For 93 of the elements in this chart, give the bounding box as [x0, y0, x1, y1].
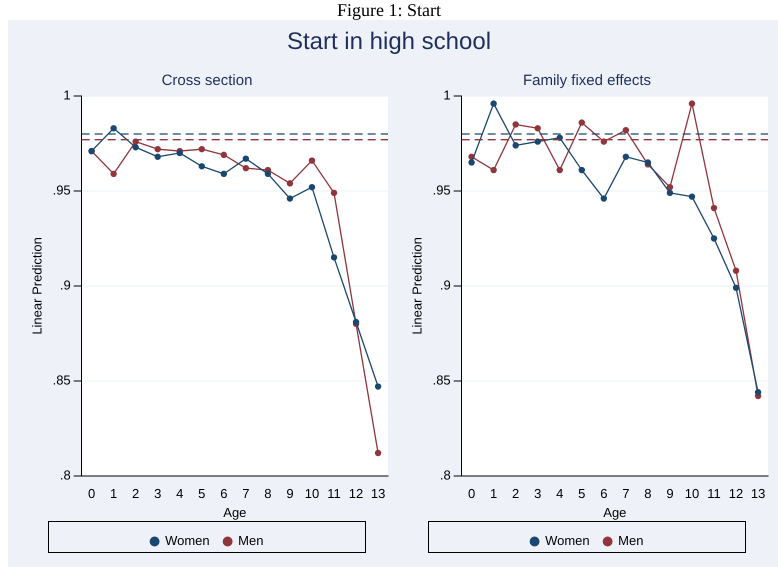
y-tick-label: 1: [443, 88, 451, 103]
point: [330, 254, 338, 261]
y-tick-label: .9: [60, 277, 71, 292]
point: [490, 100, 497, 107]
x-tick-label: 3: [154, 486, 162, 502]
point: [154, 146, 161, 152]
point: [578, 119, 585, 126]
x-tick-label: 6: [600, 486, 608, 502]
x-tick-label: 13: [370, 486, 386, 502]
y-tick-label: .85: [432, 372, 451, 388]
point: [110, 125, 117, 132]
point: [308, 157, 316, 164]
point: [264, 170, 272, 178]
point: [132, 144, 139, 150]
caption: Figure 1: Start: [336, 0, 442, 20]
point: [688, 193, 696, 200]
point: [512, 142, 519, 149]
x-tick-label: 3: [534, 486, 542, 502]
point: [710, 204, 718, 212]
point: [688, 100, 696, 107]
x-tick-label: 8: [264, 486, 272, 502]
point: [666, 184, 674, 190]
x-tick-label: 11: [707, 486, 721, 502]
x-tick-label: 2: [512, 486, 520, 502]
chart-title: Cross section: [162, 72, 252, 90]
x-tick-label: 13: [750, 486, 766, 502]
x-tick-label: 12: [348, 486, 364, 502]
point: [732, 284, 740, 291]
x-tick-label: 8: [644, 486, 652, 502]
point: [286, 180, 294, 187]
x-tick-label: 4: [176, 486, 184, 502]
point: [154, 154, 161, 160]
y-tick-label: .85: [52, 372, 71, 388]
x-tick-label: 5: [198, 486, 206, 502]
point: [512, 121, 519, 128]
chart-title: Family fixed effects: [522, 72, 652, 90]
point: [198, 163, 205, 170]
legend-label: Women: [165, 533, 210, 548]
point: [374, 450, 382, 456]
point: [110, 170, 117, 178]
text: Start in high school: [286, 28, 492, 56]
point: [468, 159, 475, 166]
y-axis-title: Linear Prediction: [29, 237, 44, 335]
point: [622, 154, 630, 160]
x-axis-title: Age: [603, 504, 626, 520]
x-tick-label: 0: [468, 486, 476, 502]
point: [556, 166, 563, 174]
legend-label: Men: [618, 533, 644, 548]
y-tick-label: .8: [440, 467, 451, 482]
point: [330, 190, 338, 196]
x-tick-label: 11: [327, 486, 341, 502]
x-tick-label: 6: [220, 486, 228, 502]
x-tick-label: 0: [88, 486, 96, 502]
point: [220, 170, 228, 178]
point: [220, 152, 228, 158]
x-tick-label: 2: [132, 486, 140, 502]
point: [534, 125, 541, 132]
point: [732, 268, 740, 274]
point: [242, 155, 250, 162]
point: [308, 184, 316, 190]
x-tick-label: 10: [304, 486, 320, 502]
legend-label: Men: [238, 533, 264, 548]
point: [242, 164, 250, 172]
point: [622, 126, 630, 134]
point: [600, 195, 608, 202]
point: [600, 138, 608, 145]
x-tick-label: 1: [490, 486, 498, 502]
point: [490, 166, 497, 174]
y-tick-label: .95: [432, 182, 451, 198]
x-tick-label: 9: [666, 486, 674, 502]
point: [578, 166, 585, 174]
point: [710, 235, 718, 242]
x-axis-title: Age: [223, 504, 246, 520]
point: [666, 190, 674, 196]
y-tick-label: .8: [60, 467, 71, 482]
x-tick-label: 1: [110, 486, 118, 502]
x-tick-label: 10: [684, 486, 700, 502]
x-tick-label: 7: [242, 486, 250, 502]
point: [754, 389, 762, 396]
y-tick-label: .9: [440, 277, 451, 292]
point: [374, 383, 382, 390]
point: [198, 146, 205, 152]
point: [286, 195, 294, 202]
point: [534, 138, 541, 145]
legend-label: Women: [545, 533, 590, 548]
x-tick-label: 5: [578, 486, 586, 502]
x-tick-label: 12: [728, 486, 744, 502]
y-axis-title: Linear Prediction: [409, 237, 424, 335]
x-tick-label: 4: [556, 486, 564, 502]
y-tick-label: 1: [63, 88, 71, 103]
y-tick-label: .95: [52, 182, 71, 198]
x-tick-label: 9: [286, 486, 294, 502]
x-tick-label: 7: [622, 486, 630, 502]
